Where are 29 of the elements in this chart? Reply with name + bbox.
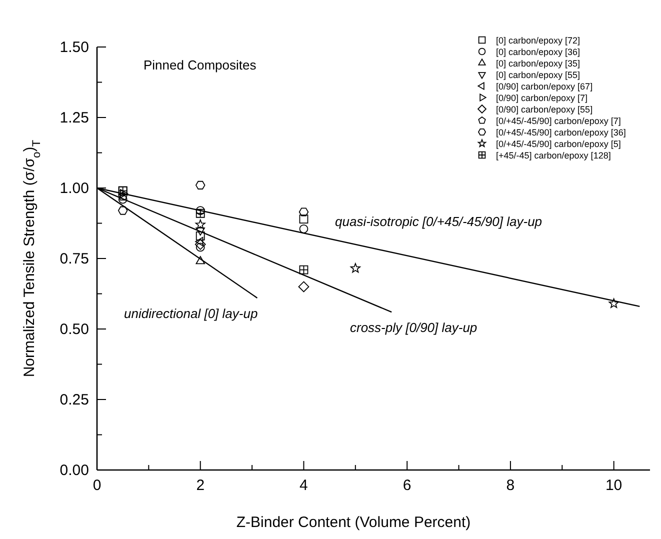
y-tick-label: 0.50	[60, 321, 89, 338]
x-tick-label: 8	[506, 477, 515, 494]
legend-label: [0/+45/-45/90] carbon/epoxy [36]	[496, 128, 626, 138]
legend-label: [0/90] carbon/epoxy [7]	[496, 93, 588, 103]
x-tick-label: 2	[196, 477, 205, 494]
y-tick-label: 1.50	[60, 39, 89, 56]
y-tick-label: 1.00	[60, 180, 89, 197]
legend-label: [0] carbon/epoxy [36]	[496, 47, 580, 57]
annotation: unidirectional [0] lay-up	[124, 306, 258, 321]
y-tick-label: 0.25	[60, 392, 89, 408]
y-tick-label: 1.25	[60, 110, 89, 126]
legend-label: [0/+45/-45/90] carbon/epoxy [5]	[496, 139, 621, 149]
legend-label: [0] carbon/epoxy [35]	[496, 58, 580, 68]
annotation: cross-ply [0/90] lay-up	[350, 320, 478, 335]
x-axis-title: Z-Binder Content (Volume Percent)	[236, 514, 471, 531]
legend-label: [+45/-45] carbon/epoxy [128]	[496, 150, 611, 160]
x-tick-label: 10	[605, 477, 622, 494]
x-tick-label: 4	[300, 477, 308, 494]
text: Pinned Composites	[144, 58, 257, 73]
legend-label: [0] carbon/epoxy [72]	[496, 36, 580, 46]
legend-label: [0/90] carbon/epoxy [67]	[496, 82, 593, 92]
x-tick-label: 0	[92, 477, 102, 494]
legend-label: [0] carbon/epoxy [55]	[496, 70, 580, 80]
legend-label: [0/+45/-45/90] carbon/epoxy [7]	[496, 116, 621, 126]
x-tick-label: 6	[402, 477, 412, 494]
y-tick-label: 0.75	[60, 250, 89, 268]
legend-label: [0/90] carbon/epoxy [55]	[496, 104, 593, 114]
annotation: quasi-isotropic [0/+45/-45/90] lay-up	[335, 214, 542, 229]
y-tick-label: 0.00	[60, 462, 89, 479]
